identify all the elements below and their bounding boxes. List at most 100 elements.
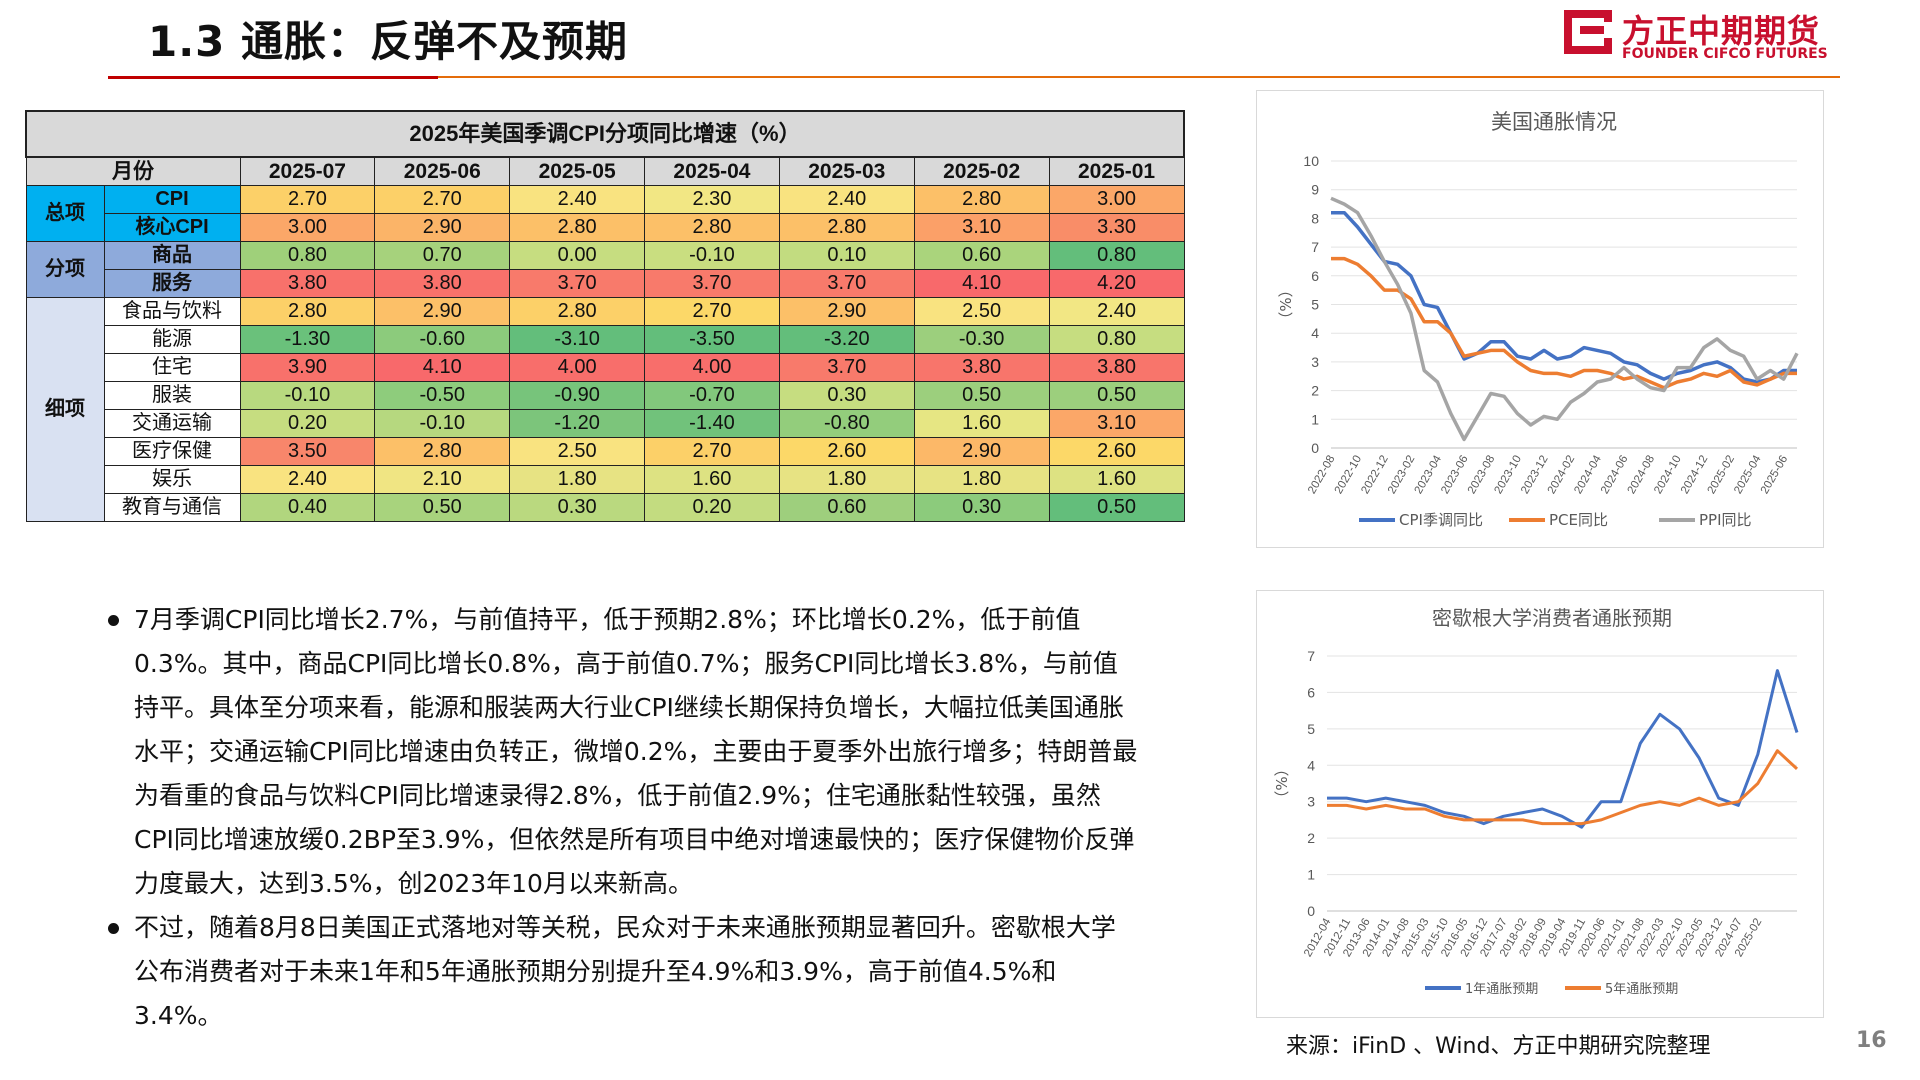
value-cell: 3.10 [913,213,1050,242]
value-cell: 0.80 [1048,325,1185,354]
y-tick-label: 10 [1303,153,1319,169]
y-tick-label: 7 [1311,239,1319,255]
value-cell: 4.10 [374,353,511,382]
value-cell: 0.30 [509,493,646,522]
y-tick-label: 2 [1307,830,1315,846]
y-tick-label: 2 [1311,383,1319,399]
y-tick-label: 5 [1307,721,1315,737]
value-cell: 3.70 [644,269,780,298]
y-axis-label: （%） [1273,761,1291,805]
chart-title: 美国通胀情况 [1491,110,1617,134]
company-logo: 方正中期期货 FOUNDER CIFCO FUTURES [1560,4,1840,66]
value-cell: 0.50 [913,381,1050,410]
value-cell: -0.90 [509,381,646,410]
y-tick-label: 7 [1307,648,1315,664]
value-cell: 2.50 [913,297,1050,326]
group-label: 细项 [25,297,105,522]
value-cell: -1.40 [644,409,780,438]
value-cell: -0.10 [644,241,780,270]
value-cell: 3.70 [778,269,915,298]
value-cell: 2.70 [644,297,780,326]
bullet-point: 不过，随着8月8日美国正式落地对等关税，民众对于未来通胀预期显著回升。密歇根大学… [108,906,1138,1038]
value-cell: 1.80 [778,465,915,494]
value-cell: -0.10 [374,409,511,438]
x-tick-label: 2025-06 [1759,454,1791,497]
value-cell: 0.30 [778,381,915,410]
value-cell: 4.00 [644,353,780,382]
value-cell: 3.10 [1048,409,1185,438]
series-line [1327,669,1799,829]
logo-mark-icon [1564,10,1612,54]
value-cell: -3.10 [509,325,646,354]
value-cell: 2.80 [239,297,376,326]
item-label: 娱乐 [103,465,241,494]
page-number: 16 [1856,1028,1887,1053]
value-cell: 2.60 [778,437,915,466]
title-underline-orange [438,76,1840,78]
table-row: 住宅 3.90 4.10 4.00 4.00 3.70 3.80 3.80 [26,353,1185,382]
legend-label: 5年通胀预期 [1605,982,1678,997]
value-cell: 2.40 [509,185,646,214]
series-line [1330,196,1799,442]
series-line [1331,256,1797,390]
value-cell: 0.10 [778,241,915,270]
bullet-point: 7月季调CPI同比增长2.7%，与前值持平，低于预期2.8%；环比增长0.2%，… [108,598,1138,906]
month-header: 月份 [25,156,241,186]
item-label: 住宅 [103,353,241,382]
table-row: 教育与通信 0.40 0.50 0.30 0.20 0.60 0.30 0.50 [26,493,1185,522]
value-cell: 3.90 [239,353,376,382]
commentary: 7月季调CPI同比增长2.7%，与前值持平，低于预期2.8%；环比增长0.2%，… [108,598,1138,1038]
group-label: 分项 [25,241,105,298]
value-cell: 2.10 [374,465,511,494]
value-cell: 3.50 [239,437,376,466]
logo-english-name: FOUNDER CIFCO FUTURES [1622,46,1828,62]
value-cell: 3.80 [1048,353,1185,382]
value-cell: 3.00 [239,213,376,242]
item-label: 食品与饮料 [103,297,241,326]
value-cell: 2.70 [374,185,511,214]
value-cell: 1.80 [509,465,646,494]
table-row: 服装 -0.10 -0.50 -0.90 -0.70 0.30 0.50 0.50 [26,381,1185,410]
value-cell: 2.80 [778,213,915,242]
y-tick-label: 6 [1307,684,1315,700]
value-cell: 0.60 [913,241,1050,270]
title-underline-red [108,76,438,79]
value-cell: -1.20 [509,409,646,438]
y-tick-label: 5 [1311,297,1319,313]
value-cell: -0.50 [374,381,511,410]
table-row: 服务 3.80 3.80 3.70 3.70 3.70 4.10 4.20 [26,269,1185,298]
y-tick-label: 8 [1311,210,1319,226]
value-cell: -3.50 [644,325,780,354]
value-cell: 2.80 [913,185,1050,214]
bullet-text: 不过，随着8月8日美国正式落地对等关税，民众对于未来通胀预期显著回升。密歇根大学… [134,913,1116,1030]
value-cell: 2.90 [778,297,915,326]
table-row: 分项 商品 0.80 0.70 0.00 -0.10 0.10 0.60 0.80 [25,241,1185,298]
table-row: 娱乐 2.40 2.10 1.80 1.60 1.80 1.80 1.60 [26,465,1185,494]
table-row: 交通运输 0.20 -0.10 -1.20 -1.40 -0.80 1.60 3.10 [26,409,1185,438]
value-cell: 0.20 [239,409,376,438]
item-label: 核心CPI [103,213,241,242]
value-cell: 4.20 [1048,269,1185,298]
item-label: 服务 [103,269,241,298]
value-cell: 2.70 [239,185,376,214]
value-cell: 0.30 [913,493,1050,522]
value-cell: 2.80 [509,213,646,242]
value-cell: 2.60 [1048,437,1185,466]
y-tick-label: 0 [1307,903,1315,919]
bullet-dot [108,923,119,934]
table-header-row: 月份 2025-07 2025-06 2025-05 2025-04 2025-03 202… [25,156,1185,186]
value-cell: 1.80 [913,465,1050,494]
item-label: CPI [103,185,241,214]
series-line [1331,210,1797,384]
group-label: 总项 [25,185,105,242]
value-cell: 1.60 [644,465,780,494]
item-label: 能源 [103,325,241,354]
logo-chinese-name: 方正中期期货 [1622,12,1821,50]
michigan-expectations-chart-panel: 密歇根大学消费者通胀预期 （%） 0 1 2 3 4 5 6 7 2012-04 2012-11 201… [1256,590,1824,1018]
y-tick-label: 4 [1311,325,1319,341]
value-cell: 3.80 [374,269,511,298]
cpi-components-table-container: 2025年美国季调CPI分项同比增速（%） 月份 2025-07 2025-06 202… [25,110,1185,522]
value-cell: -3.20 [778,325,915,354]
series-line [1327,749,1799,826]
value-cell: 2.80 [644,213,780,242]
